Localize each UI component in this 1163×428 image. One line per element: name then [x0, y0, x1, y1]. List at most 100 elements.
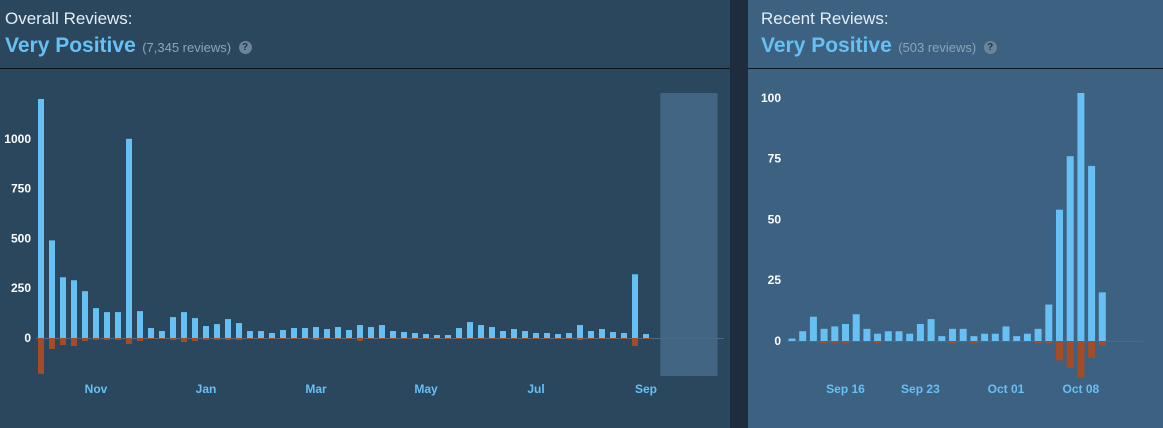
overall-negative-bar	[544, 338, 550, 339]
recent-positive-bar	[1077, 93, 1085, 341]
overall-positive-bar	[258, 331, 264, 338]
overall-negative-bar	[346, 338, 352, 339]
overall-negative-bar	[610, 338, 616, 339]
recent-positive-bar	[1088, 165, 1096, 341]
overall-positive-bar	[599, 329, 605, 338]
recent-x-tick-label: Sep 23	[901, 382, 940, 396]
overall-review-count: (7,345 reviews)	[142, 40, 232, 55]
overall-positive-bar	[159, 331, 165, 338]
overall-negative-bar	[49, 338, 55, 349]
recent-positive-bar	[1056, 209, 1063, 341]
overall-positive-bar	[247, 331, 253, 338]
overall-y-tick-label: 1000	[4, 132, 31, 146]
overall-negative-bar	[93, 338, 99, 340]
overall-positive-bar	[126, 138, 132, 338]
overall-rating[interactable]: Very Positive	[5, 34, 136, 57]
overall-reviews-chart[interactable]: 0 250 500 750 1000 Nov Jan Mar May Jul Sep	[0, 70, 730, 400]
recent-x-tick-label: Oct 08	[1063, 382, 1100, 396]
overall-positive-bar	[346, 330, 352, 338]
overall-positive-bar	[104, 312, 110, 338]
overall-negative-bar	[632, 338, 638, 346]
overall-positive-bar	[555, 334, 561, 338]
recent-positive-bar	[842, 323, 849, 341]
overall-x-tick-label: Jan	[196, 382, 217, 396]
recent-positive-bar	[863, 328, 871, 341]
recent-rating[interactable]: Very Positive	[761, 34, 892, 57]
recent-y-tick-label: 50	[768, 212, 782, 226]
overall-positive-bar	[566, 333, 572, 338]
overall-negative-bar	[280, 338, 286, 339]
recent-negative-bar	[831, 341, 839, 344]
overall-positive-bar	[181, 312, 187, 338]
overall-negative-bar	[104, 338, 110, 340]
recent-positive-bar	[981, 333, 989, 341]
recent-negative-bar	[1077, 341, 1085, 378]
recent-positive-bar	[831, 326, 839, 341]
overall-reviews-panel: Overall Reviews: Very Positive (7,345 re…	[0, 0, 730, 428]
help-icon[interactable]: ?	[983, 41, 997, 54]
recent-positive-bar	[1045, 304, 1053, 341]
overall-negative-bar	[511, 338, 517, 339]
overall-positive-bar	[456, 328, 462, 338]
overall-positive-bar	[225, 319, 231, 338]
recent-positive-bar	[916, 323, 924, 341]
overall-negative-bar	[214, 338, 220, 340]
overall-negative-bar	[82, 338, 88, 341]
overall-negative-bar	[192, 338, 198, 341]
overall-positive-bar	[588, 331, 594, 338]
overall-positive-bar	[302, 328, 308, 338]
overall-negative-bar	[456, 338, 462, 339]
overall-x-tick-label: Sep	[635, 382, 657, 396]
recent-positive-bar	[874, 333, 882, 341]
overall-negative-bar	[71, 338, 77, 346]
overall-positive-bar	[478, 325, 484, 338]
overall-negative-bar	[159, 338, 165, 339]
recent-reviews-title: Recent Reviews:	[761, 9, 889, 28]
recent-positive-bar	[820, 328, 828, 341]
help-icon[interactable]: ?	[238, 41, 252, 54]
overall-negative-bar	[412, 338, 418, 339]
overall-positive-bar	[412, 333, 418, 338]
overall-positive-bar	[137, 311, 143, 338]
recent-positive-bar	[970, 336, 978, 341]
recent-negative-bar	[949, 341, 956, 344]
recent-positive-bar	[938, 336, 946, 341]
overall-negative-bar	[401, 338, 407, 339]
overall-negative-bar	[60, 338, 66, 345]
overall-negative-bar	[522, 338, 528, 339]
recent-negative-bar	[1034, 341, 1042, 344]
overall-rating-line: Very Positive (7,345 reviews) ?	[5, 34, 252, 58]
overall-negative-bar	[225, 338, 231, 340]
overall-negative-bar	[148, 338, 154, 339]
overall-negative-bar	[236, 338, 242, 340]
overall-negative-bar	[181, 338, 187, 342]
recent-positive-bar	[1023, 333, 1031, 341]
overall-negative-bar	[599, 338, 605, 339]
overall-negative-bar	[368, 338, 374, 339]
recent-reviews-chart[interactable]: 0 25 50 75 100 Sep 16 Sep 23 Oct 01 Oct 08	[748, 70, 1163, 400]
recent-reviews-panel: Recent Reviews: Very Positive (503 revie…	[748, 0, 1163, 428]
overall-y-tick-label: 750	[11, 182, 31, 196]
overall-negative-bar	[533, 338, 539, 339]
overall-negative-bar	[324, 338, 330, 339]
recent-negative-bar	[1045, 341, 1053, 344]
overall-positive-bar	[170, 317, 176, 338]
recent-positive-bar	[949, 328, 956, 341]
recent-positive-bar	[906, 333, 914, 341]
overall-negative-bar	[126, 338, 132, 344]
overall-negative-bar	[379, 338, 385, 339]
overall-y-tick-label: 0	[24, 331, 31, 345]
overall-negative-bar	[445, 338, 451, 339]
overall-positive-bar	[423, 334, 429, 338]
overall-positive-bar	[357, 325, 363, 338]
overall-negative-bar	[170, 338, 176, 340]
recent-negative-bar	[874, 341, 882, 344]
overall-positive-bar	[544, 333, 550, 338]
overall-positive-bar	[60, 277, 66, 338]
overall-positive-bar	[511, 329, 517, 338]
overall-negative-bar	[423, 338, 429, 339]
overall-negative-bar	[577, 338, 583, 340]
recent-positive-bar	[799, 331, 807, 341]
overall-negative-bar	[500, 338, 506, 339]
